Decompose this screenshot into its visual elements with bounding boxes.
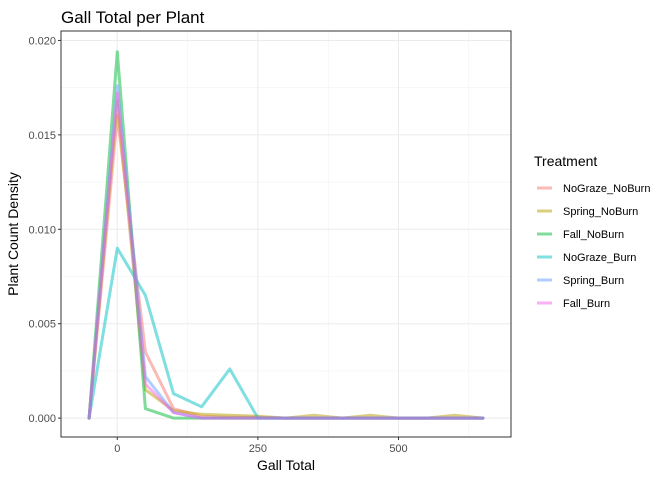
panel-border: [60, 30, 512, 438]
legend-title: Treatment: [534, 153, 597, 169]
x-tick-label: 250: [249, 443, 267, 455]
y-tick-label: 0.010: [28, 224, 56, 236]
legend-label-Fall_Burn: Fall_Burn: [563, 298, 610, 310]
x-tick-label: 0: [114, 443, 120, 455]
legend-label-Fall_NoBurn: Fall_NoBurn: [563, 229, 624, 241]
series-line-Fall_Burn: [87, 91, 485, 420]
legend-label-Spring_Burn: Spring_Burn: [563, 275, 624, 287]
series-line-NoGraze_NoBurn: [87, 114, 485, 420]
series-line-Spring_Burn: [87, 84, 485, 420]
plot-panel: [60, 30, 512, 438]
y-tick-label: 0.020: [28, 35, 56, 47]
series-lines: [87, 50, 485, 420]
legend: Treatment NoGraze_NoBurn Spring_NoBurn Fal…: [534, 153, 650, 310]
y-tick-label: 0.000: [28, 413, 56, 425]
legend-label-NoGraze_Burn: NoGraze_Burn: [563, 252, 636, 264]
y-axis-ticks: 0.000 0.005 0.010 0.015 0.020: [28, 35, 61, 425]
y-tick-label: 0.015: [28, 130, 56, 142]
x-axis-ticks: 0 250 500: [114, 437, 408, 455]
x-axis-title: Gall Total: [257, 457, 315, 473]
chart-title: Gall Total per Plant: [61, 8, 205, 27]
y-axis-title: Plant Count Density: [5, 172, 21, 296]
series-line-Spring_NoBurn: [87, 99, 485, 420]
series-line-Fall_NoBurn: [87, 50, 485, 420]
legend-label-Spring_NoBurn: Spring_NoBurn: [563, 206, 638, 218]
y-tick-label: 0.005: [28, 319, 56, 331]
legend-label-NoGraze_NoBurn: NoGraze_NoBurn: [563, 183, 650, 195]
x-tick-label: 500: [389, 443, 407, 455]
